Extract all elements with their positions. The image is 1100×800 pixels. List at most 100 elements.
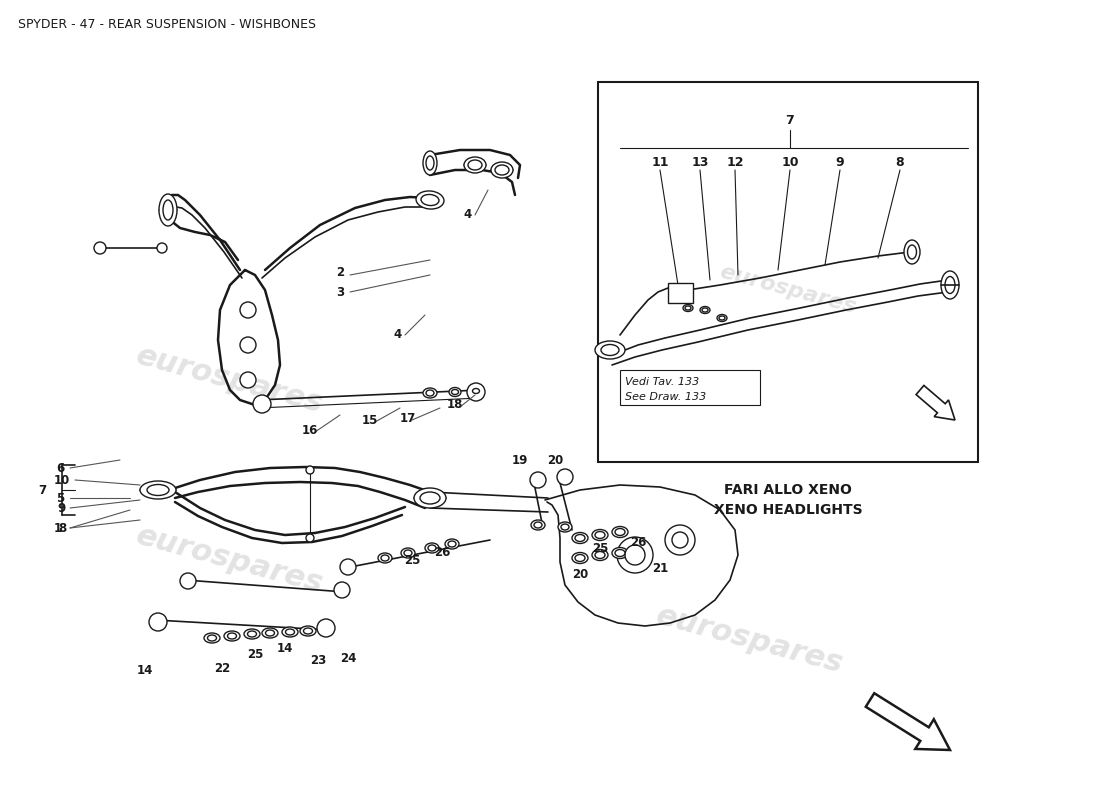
Ellipse shape	[300, 626, 316, 636]
Text: SPYDER - 47 - REAR SUSPENSION - WISHBONES: SPYDER - 47 - REAR SUSPENSION - WISHBONE…	[18, 18, 316, 31]
FancyArrow shape	[866, 694, 950, 750]
Text: 8: 8	[58, 522, 66, 534]
Circle shape	[148, 613, 167, 631]
Text: 25: 25	[246, 649, 263, 662]
Text: See Draw. 133: See Draw. 133	[625, 392, 706, 402]
Ellipse shape	[531, 520, 544, 530]
Ellipse shape	[416, 191, 444, 209]
Ellipse shape	[685, 306, 691, 310]
Ellipse shape	[262, 628, 278, 638]
Text: 1: 1	[54, 522, 62, 534]
Ellipse shape	[683, 305, 693, 311]
Circle shape	[240, 372, 256, 388]
Bar	[620, 370, 760, 405]
Text: 22: 22	[213, 662, 230, 674]
Ellipse shape	[421, 194, 439, 206]
Text: 4: 4	[394, 329, 403, 342]
Ellipse shape	[140, 481, 176, 499]
Ellipse shape	[572, 533, 588, 543]
Ellipse shape	[265, 630, 275, 636]
Circle shape	[530, 472, 546, 488]
Ellipse shape	[286, 629, 295, 635]
Ellipse shape	[304, 628, 312, 634]
Ellipse shape	[420, 492, 440, 504]
Circle shape	[317, 619, 336, 637]
Text: FARI ALLO XENO: FARI ALLO XENO	[724, 483, 851, 497]
Text: 16: 16	[301, 423, 318, 437]
Text: 10: 10	[781, 155, 799, 169]
Text: 18: 18	[447, 398, 463, 411]
Circle shape	[180, 573, 196, 589]
Text: Vedi Tav. 133: Vedi Tav. 133	[625, 377, 700, 387]
Ellipse shape	[424, 388, 437, 398]
Text: 23: 23	[310, 654, 326, 666]
Bar	[668, 283, 693, 303]
Text: 2: 2	[336, 266, 344, 278]
Circle shape	[94, 242, 106, 254]
Text: 25: 25	[592, 542, 608, 554]
Text: 24: 24	[340, 651, 356, 665]
Text: eurospares: eurospares	[653, 601, 847, 679]
Ellipse shape	[572, 553, 588, 563]
Ellipse shape	[595, 551, 605, 558]
Text: eurospares: eurospares	[133, 521, 327, 599]
Ellipse shape	[615, 550, 625, 557]
Ellipse shape	[451, 390, 459, 394]
Text: 13: 13	[691, 155, 708, 169]
Ellipse shape	[282, 627, 298, 637]
Circle shape	[672, 532, 688, 548]
Circle shape	[240, 302, 256, 318]
Text: 8: 8	[895, 155, 904, 169]
Text: 9: 9	[58, 502, 66, 514]
Ellipse shape	[425, 543, 439, 553]
Ellipse shape	[248, 631, 256, 637]
Circle shape	[557, 469, 573, 485]
Ellipse shape	[601, 345, 619, 355]
Text: eurospares: eurospares	[133, 341, 327, 419]
Circle shape	[306, 466, 313, 474]
Ellipse shape	[908, 245, 916, 259]
Ellipse shape	[448, 541, 456, 547]
Ellipse shape	[224, 631, 240, 641]
Ellipse shape	[561, 524, 569, 530]
Circle shape	[340, 559, 356, 575]
Ellipse shape	[414, 488, 446, 508]
Circle shape	[240, 337, 256, 353]
Ellipse shape	[426, 390, 434, 396]
Ellipse shape	[424, 151, 437, 175]
Ellipse shape	[244, 629, 260, 639]
Text: 3: 3	[336, 286, 344, 298]
Text: 15: 15	[362, 414, 378, 426]
Text: 20: 20	[547, 454, 563, 466]
Ellipse shape	[904, 240, 920, 264]
Text: 9: 9	[836, 155, 845, 169]
Ellipse shape	[612, 547, 628, 558]
Text: 17: 17	[400, 411, 416, 425]
Ellipse shape	[449, 387, 461, 397]
Ellipse shape	[204, 633, 220, 643]
Circle shape	[306, 534, 313, 542]
Ellipse shape	[163, 200, 173, 220]
Circle shape	[334, 582, 350, 598]
Ellipse shape	[402, 548, 415, 558]
Text: eurospares: eurospares	[717, 262, 859, 318]
Circle shape	[157, 243, 167, 253]
Ellipse shape	[592, 530, 608, 541]
Text: 20: 20	[572, 569, 588, 582]
Text: 10: 10	[54, 474, 70, 486]
Ellipse shape	[717, 314, 727, 322]
Ellipse shape	[534, 522, 542, 528]
Text: 12: 12	[726, 155, 744, 169]
Text: 21: 21	[652, 562, 668, 574]
Ellipse shape	[378, 553, 392, 563]
Ellipse shape	[446, 539, 459, 549]
Ellipse shape	[381, 555, 389, 561]
Ellipse shape	[615, 529, 625, 535]
Text: 4: 4	[464, 209, 472, 222]
Ellipse shape	[719, 316, 725, 320]
Ellipse shape	[595, 341, 625, 359]
Text: XENO HEADLIGHTS: XENO HEADLIGHTS	[714, 503, 862, 517]
Ellipse shape	[426, 156, 434, 170]
Ellipse shape	[470, 386, 482, 395]
Ellipse shape	[595, 531, 605, 538]
